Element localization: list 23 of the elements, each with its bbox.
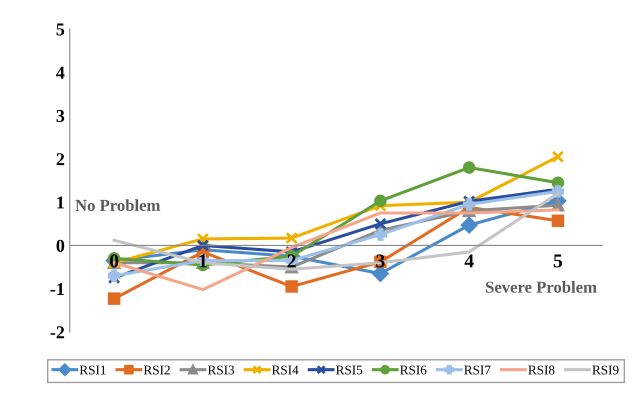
y-tick-label: -1 xyxy=(50,283,64,295)
legend-label: RSI4 xyxy=(272,366,298,374)
legend-label: RSI2 xyxy=(144,366,170,374)
y-tick-label: 2 xyxy=(56,153,64,166)
legend-label: RSI6 xyxy=(400,366,426,374)
y-tick-label: -2 xyxy=(50,326,64,338)
y-tick-label: 3 xyxy=(56,110,64,122)
legend-label: RSI3 xyxy=(208,366,234,374)
x-tick-label: 2 xyxy=(288,254,296,268)
y-tick-label: 5 xyxy=(56,23,64,36)
legend-label: RSI1 xyxy=(80,366,106,374)
x-tick-label: 1 xyxy=(200,254,207,268)
x-tick-label: 4 xyxy=(464,254,474,268)
annotation: No Problem xyxy=(75,199,160,211)
legend-label: RSI7 xyxy=(464,366,491,374)
y-tick-label: 0 xyxy=(56,240,64,252)
y-tick-label: 1 xyxy=(57,196,64,208)
legend-label: RSI5 xyxy=(336,366,362,374)
y-tick-label: 4 xyxy=(56,66,65,79)
x-tick-label: 5 xyxy=(554,254,562,268)
legend-label: RSI8 xyxy=(528,366,554,374)
annotation: Severe Problem xyxy=(486,281,597,293)
legend-label: RSI9 xyxy=(592,366,619,374)
